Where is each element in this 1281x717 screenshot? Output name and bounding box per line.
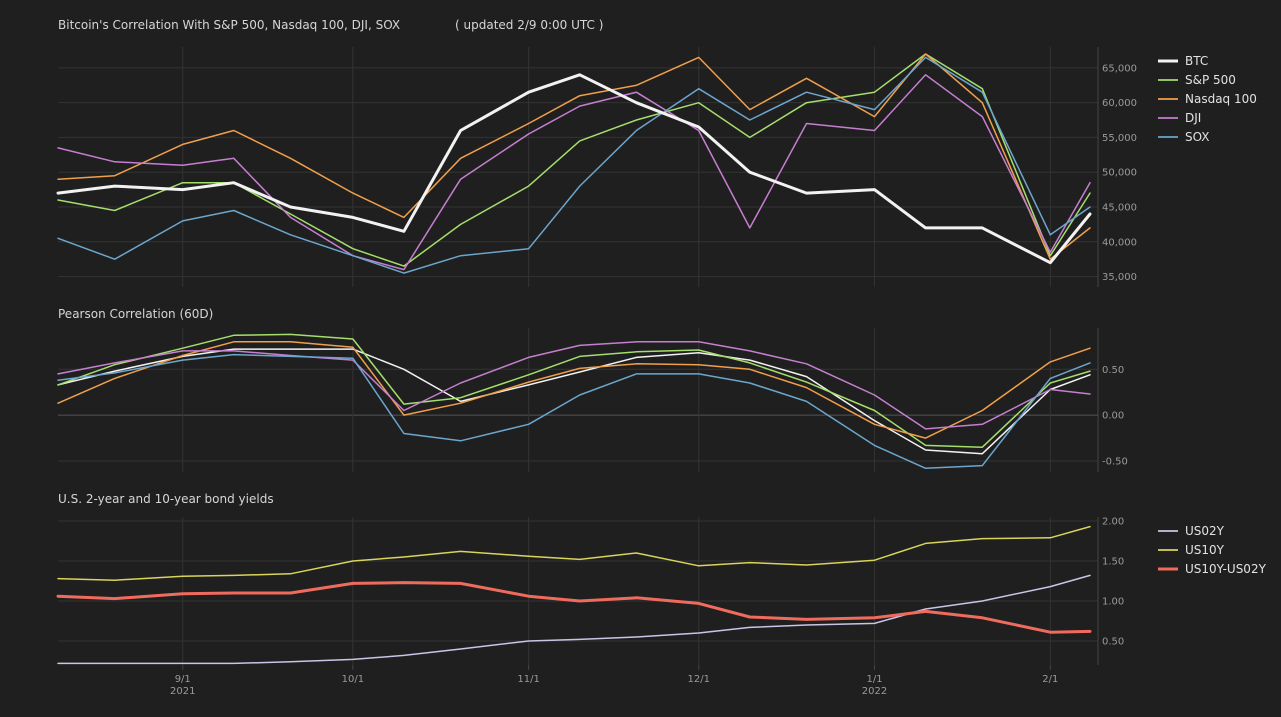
x-tick-label: 2/1 <box>1042 674 1058 685</box>
series-line-btc <box>57 348 1091 455</box>
x-tick-year-label: 2021 <box>170 686 195 697</box>
bond-panel-title: U.S. 2-year and 10-year bond yields <box>58 492 274 506</box>
price-legend: BTC S&P 500 Nasdaq 100 DJI SOX <box>1158 54 1257 144</box>
bond-y-tick-label: 2.00 <box>1102 517 1124 528</box>
series-line-us02y <box>57 574 1091 665</box>
legend-label: S&P 500 <box>1185 73 1236 87</box>
price-y-tick-label: 65,000 <box>1102 63 1137 74</box>
series-line-nasdaq-100 <box>57 53 1091 260</box>
x-tick-label: 12/1 <box>688 674 710 685</box>
legend-label: US10Y <box>1185 543 1225 557</box>
correlation-y-tick-label: 0.00 <box>1102 411 1124 422</box>
x-tick-label: 9/1 <box>175 674 191 685</box>
series-line-dji <box>57 341 1091 430</box>
price-y-tick-label: 55,000 <box>1102 133 1137 144</box>
price-y-tick-label: 35,000 <box>1102 272 1137 283</box>
bond-y-tick-label: 0.50 <box>1102 637 1124 648</box>
update-timestamp: ( updated 2/9 0:00 UTC ) <box>455 18 603 32</box>
x-tick-year-label: 2022 <box>862 686 887 697</box>
series-line-sox <box>57 353 1091 470</box>
series-line-nasdaq-100 <box>57 341 1091 439</box>
correlation-panel-title: Pearson Correlation (60D) <box>58 307 213 321</box>
series-line-us10y-us02y <box>56 581 1092 634</box>
correlation-y-tick-label: 0.50 <box>1102 365 1124 376</box>
series-line-dji <box>57 74 1091 271</box>
correlation-y-tick-label: -0.50 <box>1102 456 1128 467</box>
legend-label: DJI <box>1185 111 1201 125</box>
x-tick-label: 1/1 <box>866 674 882 685</box>
price-panel: 35,000 40,000 45,000 50,000 55,000 60,000 65,0… <box>56 47 1137 287</box>
correlation-panel: -0.50 0.00 0.50 <box>57 328 1128 472</box>
series-line-sox <box>57 56 1091 274</box>
price-y-tick-label: 60,000 <box>1102 98 1137 109</box>
price-y-tick-label: 45,000 <box>1102 203 1137 214</box>
bond-panel: 0.50 1.00 1.50 2.00 <box>56 517 1124 665</box>
price-y-tick-label: 50,000 <box>1102 168 1137 179</box>
legend-label: US02Y <box>1185 524 1225 538</box>
x-tick-label: 11/1 <box>517 674 539 685</box>
price-panel-title: Bitcoin's Correlation With S&P 500, Nasd… <box>58 18 400 32</box>
legend-label: SOX <box>1185 130 1210 144</box>
bond-legend: US02Y US10Y US10Y-US02Y <box>1158 524 1267 576</box>
series-line-us10y <box>57 525 1091 581</box>
series-line-s-p-500 <box>57 333 1091 448</box>
legend-label: BTC <box>1185 54 1208 68</box>
price-y-tick-label: 40,000 <box>1102 237 1137 248</box>
chart-panels: 35,000 40,000 45,000 50,000 55,000 60,000 65,0… <box>56 47 1137 665</box>
series-line-btc <box>56 73 1092 265</box>
legend-label: Nasdaq 100 <box>1185 92 1257 106</box>
bond-y-tick-label: 1.00 <box>1102 597 1124 608</box>
legend-label: US10Y-US02Y <box>1185 562 1267 576</box>
x-tick-label: 10/1 <box>342 674 364 685</box>
bond-y-tick-label: 1.50 <box>1102 557 1124 568</box>
